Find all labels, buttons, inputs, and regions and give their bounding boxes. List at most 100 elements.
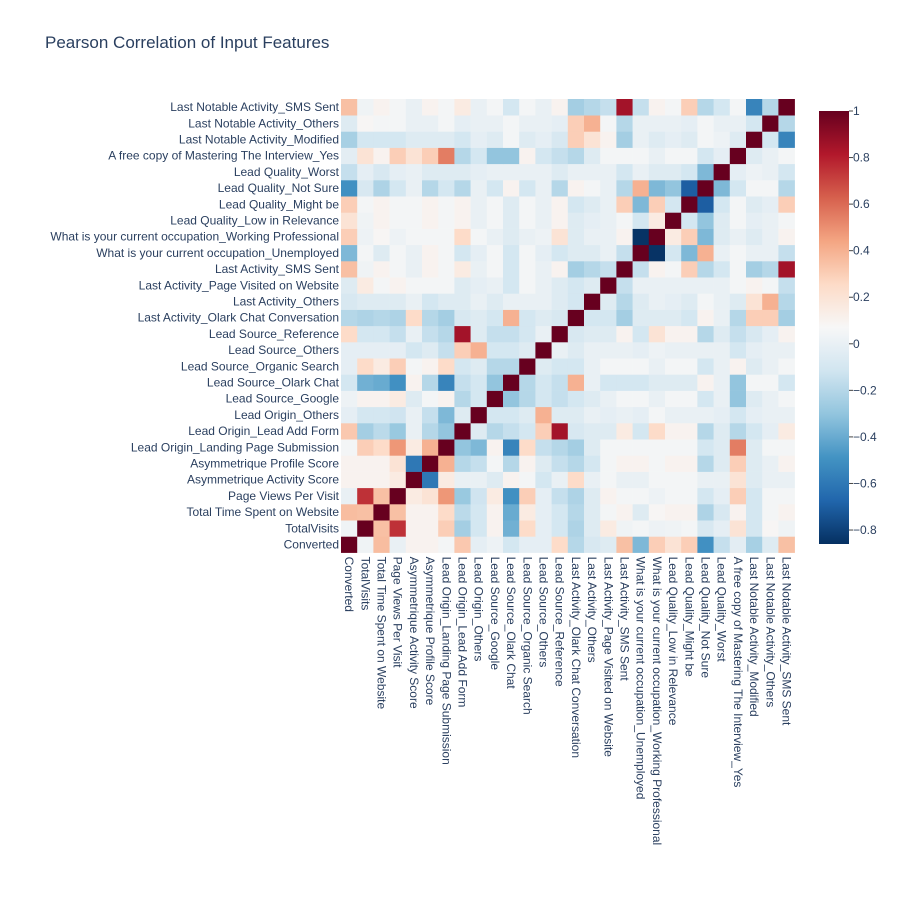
heatmap-cell (422, 423, 439, 440)
heatmap-cell (616, 147, 633, 165)
heatmap-cell (535, 163, 552, 181)
heatmap-cell (405, 131, 423, 148)
heatmap-cell (778, 228, 795, 246)
heatmap-cell (746, 163, 763, 181)
heatmap-cell (665, 455, 682, 472)
heatmap-cell (357, 504, 374, 521)
heatmap-cell (341, 228, 358, 246)
heatmap-cell (746, 309, 763, 327)
heatmap-cell (341, 455, 358, 472)
heatmap-cell (762, 423, 779, 440)
heatmap-cell (584, 277, 601, 294)
colorbar-tick-label: −0.6 (853, 476, 877, 490)
colorbar-tick-label: 1 (853, 104, 860, 118)
heatmap-cell (438, 325, 455, 343)
heatmap-cell (729, 390, 747, 408)
heatmap-cell (697, 423, 714, 440)
heatmap-cell (681, 536, 698, 553)
heatmap-cell (373, 487, 390, 505)
heatmap-cell (632, 212, 650, 229)
x-tick-label: Lead Origin_Lead Add Form (456, 557, 470, 708)
heatmap-cell (713, 342, 731, 359)
heatmap-cell (729, 374, 747, 391)
heatmap-cell (665, 293, 682, 310)
heatmap-cell (632, 342, 650, 359)
heatmap-cell (438, 196, 455, 213)
colorbar: 1 0.8 0.6 0.4 0.2 0 −0.2 −0.4 −0.6 −0.8 (819, 104, 877, 544)
heatmap-cell (648, 309, 666, 327)
heatmap-cell (584, 374, 601, 391)
heatmap-cell (373, 455, 390, 472)
heatmap-cell (405, 147, 423, 165)
x-tick-label: Converted (342, 557, 356, 612)
heatmap-cell (697, 293, 714, 310)
heatmap-cell (648, 374, 666, 391)
heatmap-cell (519, 115, 536, 132)
heatmap-cell (422, 277, 439, 294)
heatmap-cell (551, 180, 569, 197)
heatmap-cell (648, 180, 666, 197)
heatmap-cell (616, 504, 633, 521)
heatmap-cell (713, 261, 731, 278)
heatmap-cell (470, 163, 488, 181)
heatmap-cell (373, 115, 390, 132)
heatmap-cell (729, 99, 747, 116)
heatmap-cell (373, 163, 390, 181)
heatmap-cell (405, 520, 423, 537)
heatmap-cell (746, 261, 763, 278)
heatmap-cell (470, 358, 488, 375)
heatmap-cell (551, 342, 569, 359)
heatmap-cell (600, 406, 617, 424)
heatmap-cell (681, 325, 698, 343)
heatmap-cell (584, 180, 601, 197)
heatmap-cell (470, 244, 488, 262)
heatmap-cell (454, 439, 471, 456)
heatmap-cell (600, 471, 617, 489)
heatmap-cell (389, 212, 407, 229)
heatmap-cell (600, 504, 617, 521)
heatmap-cell (438, 261, 455, 278)
heatmap-cell (762, 455, 779, 472)
heatmap-cell (422, 390, 439, 408)
heatmap-cell (503, 520, 520, 537)
heatmap-cell (519, 504, 536, 521)
heatmap-cell (341, 131, 358, 148)
heatmap-cell (551, 228, 569, 246)
heatmap-cell (681, 439, 698, 456)
heatmap-cell (373, 342, 390, 359)
heatmap-cell (405, 471, 423, 489)
x-tick-label: Page Views Per Visit (391, 557, 405, 669)
heatmap-cell (681, 390, 698, 408)
heatmap-cell (648, 196, 666, 213)
heatmap-cell (422, 115, 439, 132)
heatmap-cell (389, 487, 407, 505)
heatmap-cell (632, 390, 650, 408)
heatmap-cell (567, 293, 585, 310)
heatmap-cell (405, 342, 423, 359)
heatmap-cell (503, 147, 520, 165)
heatmap-cell (454, 196, 471, 213)
heatmap-cell (438, 406, 455, 424)
heatmap-cell (357, 471, 374, 489)
heatmap-cell (778, 374, 795, 391)
heatmap-cell (551, 277, 569, 294)
heatmap-cell (341, 115, 358, 132)
heatmap-cell (665, 147, 682, 165)
heatmap-cell (357, 309, 374, 327)
heatmap-cell (729, 309, 747, 327)
heatmap-cell (373, 520, 390, 537)
heatmap-cell (389, 99, 407, 116)
heatmap-cell (713, 520, 731, 537)
heatmap-cell (648, 147, 666, 165)
heatmap-cell (519, 374, 536, 391)
heatmap-cell (454, 212, 471, 229)
heatmap-cell (470, 147, 488, 165)
heatmap-cell (632, 504, 650, 521)
x-tick-label: Last Activity_SMS Sent (618, 557, 632, 682)
heatmap-cell (405, 406, 423, 424)
heatmap-cell (697, 374, 714, 391)
heatmap-cell (341, 244, 358, 262)
heatmap-cell (746, 180, 763, 197)
heatmap-cell (341, 520, 358, 537)
heatmap-cell (373, 423, 390, 440)
